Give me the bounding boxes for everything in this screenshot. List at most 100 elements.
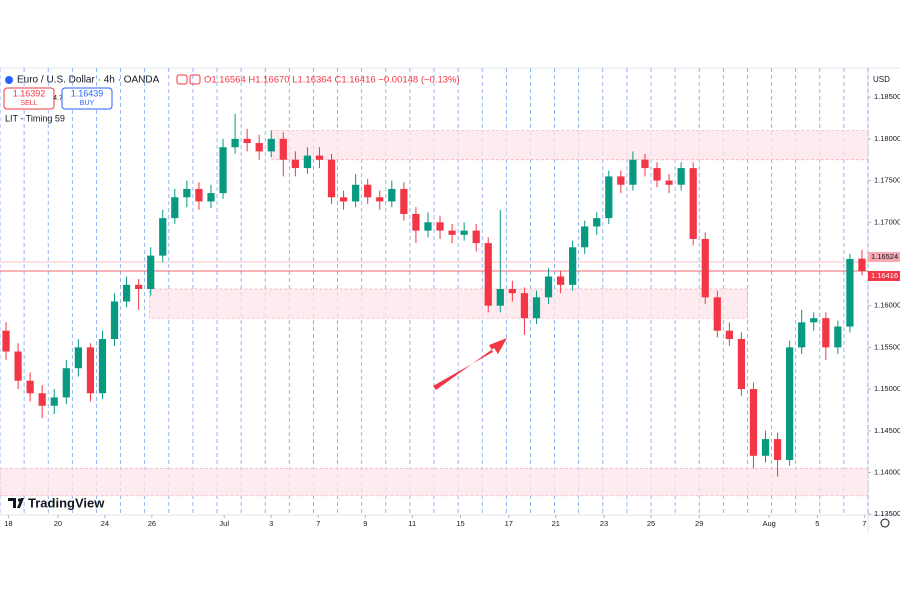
buy-button[interactable] [61,87,113,110]
x-tick-label: 29 [695,519,703,528]
indicator-label[interactable]: LIT - Timing 59 [5,113,65,123]
candle-body [773,439,782,460]
candle-body [677,168,685,185]
candle-body [291,159,299,169]
candle-body [255,143,263,152]
candle-body [858,258,866,271]
x-tick-label: 18 [4,519,12,528]
candle-body [38,393,46,406]
annotation-arrow [433,338,507,390]
candle-body [424,222,432,231]
candle-body [303,155,312,169]
candle-body [183,188,191,198]
candle-body [822,318,830,348]
candle-body [2,330,10,352]
x-tick-label: 11 [408,519,416,528]
candle-body [713,297,721,331]
candle-body [689,168,697,239]
candle-body [352,184,360,202]
zone [0,467,869,497]
candle-body [581,226,589,248]
y-tick-label: 1.14000 [874,467,900,476]
brand-logo-dot [17,498,22,502]
candle-body [110,301,119,340]
candle-body [315,155,324,160]
candle-body [798,322,806,348]
candle-body [231,138,239,148]
y-tick-label: 1.13500 [874,509,900,518]
symbol-title[interactable]: Euro / U.S. Dollar · 4h · OANDA [17,75,160,86]
y-tick-label: 1.15000 [874,384,900,393]
candle-body [267,138,275,152]
candle-body [388,188,396,202]
candle-body [364,184,372,198]
candle-body [810,318,818,323]
candle-body [460,230,468,235]
candle-body [279,138,287,160]
candle-body [641,159,649,169]
candle-body [496,289,504,306]
buy-price: 1.16439 [71,88,104,98]
x-tick-label: 21 [552,519,560,528]
candle-body [400,188,408,214]
candle-body [593,218,601,227]
candle-body [520,293,529,319]
candle-body [98,339,107,394]
candle-body [834,326,842,348]
header-button[interactable] [189,74,201,85]
candle-body [26,380,34,394]
candle-body [617,176,625,185]
y-tick-label: 1.15500 [874,342,900,351]
x-tick-label: 3 [269,519,273,528]
candles-layer [2,113,866,477]
candle-body [122,284,131,302]
zone [270,130,869,161]
candle-body [195,188,203,202]
candle-body [327,159,336,198]
candle-body [725,330,733,340]
header-button[interactable] [176,74,188,85]
candle-body [448,230,456,235]
candle-body [653,168,661,181]
candle-body [786,347,794,460]
spread: 4.7 [53,95,63,102]
candle-body [159,218,167,256]
y-tick-label: 1.18500 [874,92,900,101]
y-tick-label: 1.16000 [874,301,900,310]
candle-body [846,258,854,327]
candle-body [749,389,758,456]
x-tick-label: 5 [815,519,819,528]
settings-icon[interactable] [880,518,890,528]
x-tick-label: Aug [762,519,775,528]
x-tick-label: 9 [363,519,367,528]
price-tag-label: 1.16416 [871,271,898,280]
sell-label: SELL [20,100,37,107]
x-tick-label: 26 [148,519,156,528]
candle-body [339,197,348,202]
price-tag [868,251,900,262]
brand-name: TradingView [28,495,105,510]
x-tick-label: 24 [101,519,109,528]
sell-price: 1.16392 [13,88,46,98]
x-tick-label: 17 [505,519,513,528]
candle-body [243,138,251,144]
x-tick-label: 7 [316,519,320,528]
candle-body [62,368,70,398]
candle-body [484,243,492,306]
x-tick-label: 15 [456,519,464,528]
candle-body [412,213,420,231]
x-tick-label: Jul [219,519,229,528]
candle-body [147,255,155,289]
candle-body [207,193,215,202]
candle-body [14,351,22,381]
candle-body [508,289,516,294]
symbol-icon [5,76,13,84]
candle-body [701,238,709,298]
candle-body [376,197,384,202]
sell-button[interactable] [3,87,55,110]
x-tick-label: 23 [600,519,608,528]
candle-body [74,347,82,369]
x-tick-label: 25 [647,519,655,528]
